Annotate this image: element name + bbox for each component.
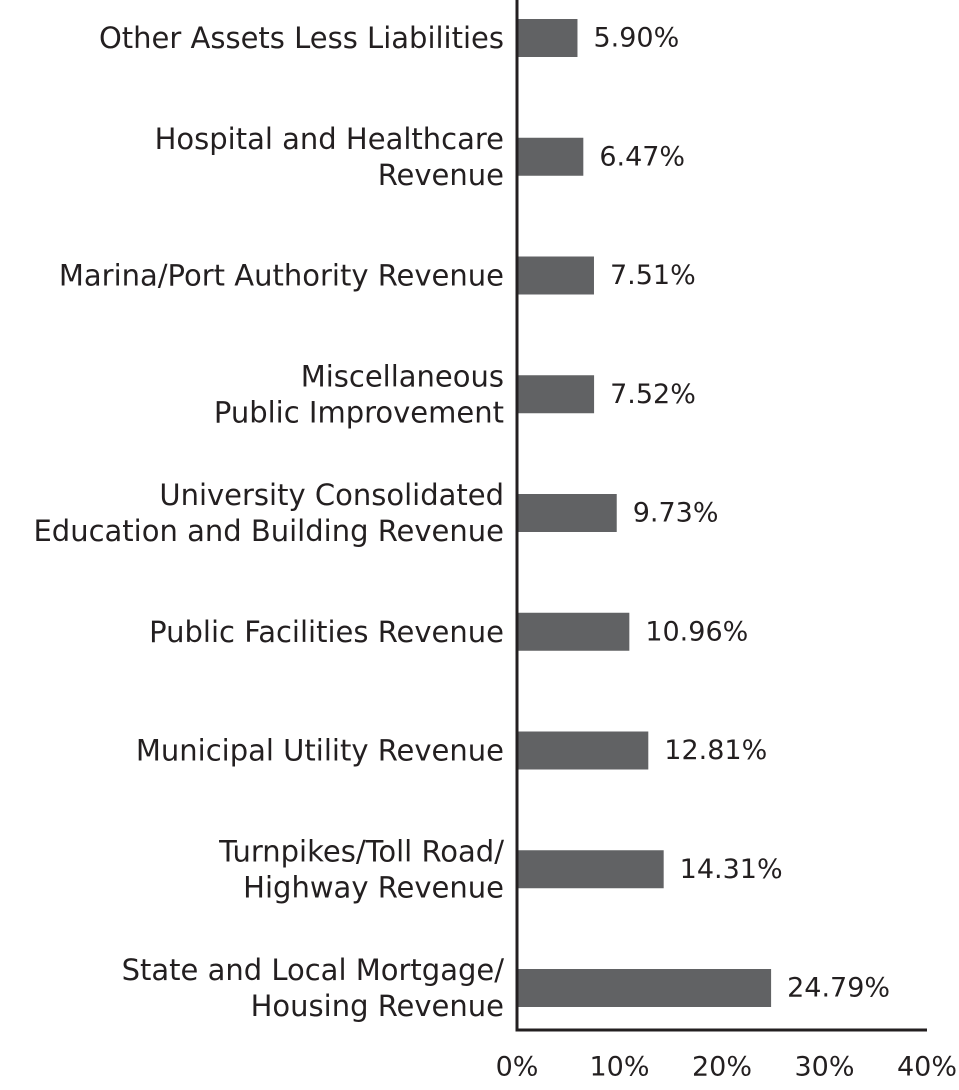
bar	[517, 137, 584, 176]
value-label: 7.52%	[610, 379, 696, 410]
bar	[517, 256, 594, 295]
x-tick-label: 30%	[794, 1052, 854, 1083]
category-label: Municipal Utility Revenue	[136, 734, 504, 768]
value-label: 7.51%	[610, 260, 696, 291]
category-label: Public Improvement	[214, 395, 504, 429]
category-label: State and Local Mortgage/	[122, 953, 505, 987]
bar	[517, 969, 772, 1007]
category-label: Housing Revenue	[251, 989, 504, 1023]
category-label: Education and Building Revenue	[33, 514, 504, 548]
category-label: Hospital and Healthcare	[155, 122, 504, 156]
x-tick-labels-group: 0% 10% 20% 30% 40%	[496, 1052, 957, 1083]
category-label: Other Assets Less Liabilities	[99, 21, 504, 55]
bar	[517, 19, 578, 57]
category-label: Revenue	[378, 158, 504, 192]
x-tick-label: 0%	[496, 1052, 539, 1083]
category-label: Highway Revenue	[243, 870, 504, 904]
bar	[517, 731, 649, 770]
value-label: 24.79%	[787, 973, 890, 1004]
value-label: 6.47%	[599, 141, 685, 172]
bar	[517, 612, 630, 651]
value-labels-group: 5.90% 6.47% 7.51% 7.52% 9.73% 10.96% 12.81% 14.…	[593, 23, 890, 1004]
category-labels-group: Other Assets Less Liabilities Hospital an…	[33, 21, 504, 1023]
value-label: 10.96%	[645, 616, 748, 647]
value-label: 14.31%	[680, 854, 783, 885]
x-tick-label: 40%	[897, 1052, 957, 1083]
value-label: 9.73%	[633, 498, 719, 529]
category-label: Turnpikes/Toll Road/	[218, 834, 504, 868]
category-label: Public Facilities Revenue	[149, 615, 504, 649]
x-tick-label: 20%	[692, 1052, 752, 1083]
bar	[517, 494, 617, 532]
category-label: Miscellaneous	[301, 359, 504, 393]
bars-group	[517, 19, 772, 1007]
x-tick-label: 10%	[589, 1052, 649, 1083]
bar	[517, 375, 595, 414]
category-label: University Consolidated	[159, 478, 504, 512]
category-label: Marina/Port Authority Revenue	[59, 259, 504, 293]
value-label: 5.90%	[593, 23, 679, 54]
bar	[517, 850, 664, 889]
value-label: 12.81%	[664, 735, 767, 766]
